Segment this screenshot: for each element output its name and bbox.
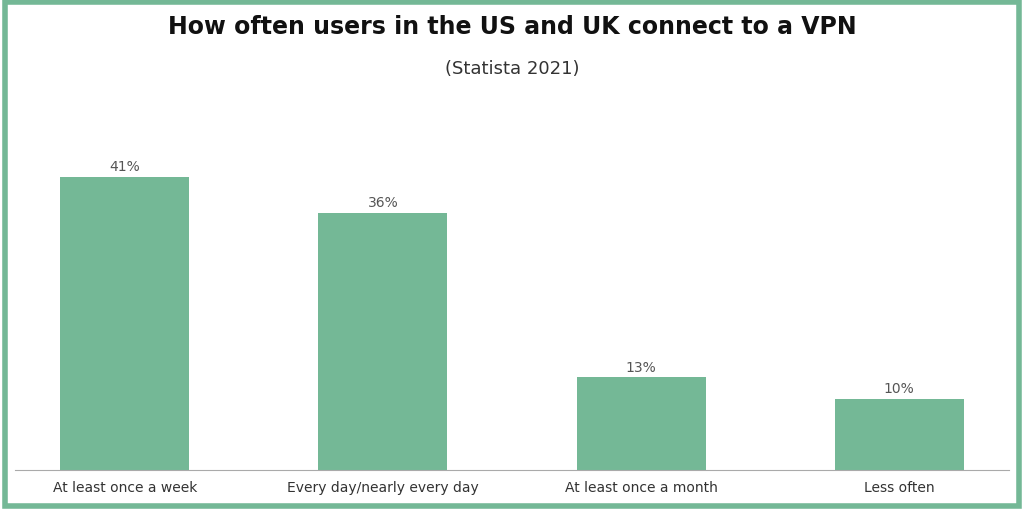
- Text: 41%: 41%: [110, 160, 140, 174]
- Bar: [577, 378, 706, 470]
- Text: How often users in the US and UK connect to a VPN: How often users in the US and UK connect…: [168, 15, 856, 39]
- Bar: [835, 399, 964, 470]
- Text: 36%: 36%: [368, 196, 398, 210]
- Text: 10%: 10%: [884, 381, 914, 395]
- Text: (Statista 2021): (Statista 2021): [444, 60, 580, 78]
- Bar: [318, 213, 447, 470]
- Text: 13%: 13%: [626, 360, 656, 374]
- Bar: [60, 178, 189, 470]
